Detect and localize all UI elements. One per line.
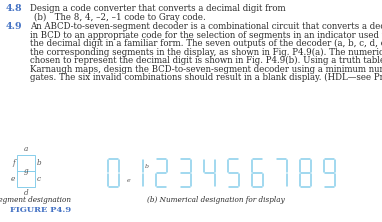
Text: b: b	[37, 159, 42, 167]
Text: Karnaugh maps, design the BCD-to-seven-segment decoder using a minimum number of: Karnaugh maps, design the BCD-to-seven-s…	[30, 65, 382, 73]
Text: the decimal digit in a familiar form. The seven outputs of the decoder (a, b, c,: the decimal digit in a familiar form. Th…	[30, 39, 382, 48]
Text: An ABCD-to-seven-segment decoder is a combinational circuit that converts a deci: An ABCD-to-seven-segment decoder is a co…	[30, 22, 382, 31]
Text: b: b	[144, 163, 149, 168]
Text: (b)   The 8, 4, –2, –1 code to Gray code.: (b) The 8, 4, –2, –1 code to Gray code.	[34, 13, 206, 22]
Text: g: g	[24, 167, 28, 175]
Text: in BCD to an appropriate code for the selection of segments in an indicator used: in BCD to an appropriate code for the se…	[30, 30, 382, 40]
Text: 4.9: 4.9	[6, 22, 23, 31]
Text: (b) Numerical designation for display: (b) Numerical designation for display	[147, 196, 285, 204]
Text: gates. The six invalid combinations should result in a blank display. (HDL—see P: gates. The six invalid combinations shou…	[30, 73, 382, 82]
Text: c: c	[37, 175, 41, 183]
Bar	[17, 171, 35, 187]
Text: FIGURE P4.9: FIGURE P4.9	[10, 206, 71, 214]
Text: e: e	[11, 175, 15, 183]
Text: f: f	[12, 159, 15, 167]
Text: 4.8: 4.8	[6, 4, 23, 13]
Text: (a) Segment designation: (a) Segment designation	[0, 196, 71, 204]
Text: chosen to represent the decimal digit is shown in Fig. P4.9(b). Using a truth ta: chosen to represent the decimal digit is…	[30, 56, 382, 65]
Text: e: e	[127, 178, 131, 182]
Text: Design a code converter that converts a decimal digit from: Design a code converter that converts a …	[30, 4, 286, 13]
Text: the corresponding segments in the display, as shown in Fig. P4.9(a). The numeric: the corresponding segments in the displa…	[30, 48, 382, 57]
Text: d: d	[24, 189, 28, 197]
Text: a: a	[24, 145, 28, 153]
Bar	[17, 155, 35, 171]
